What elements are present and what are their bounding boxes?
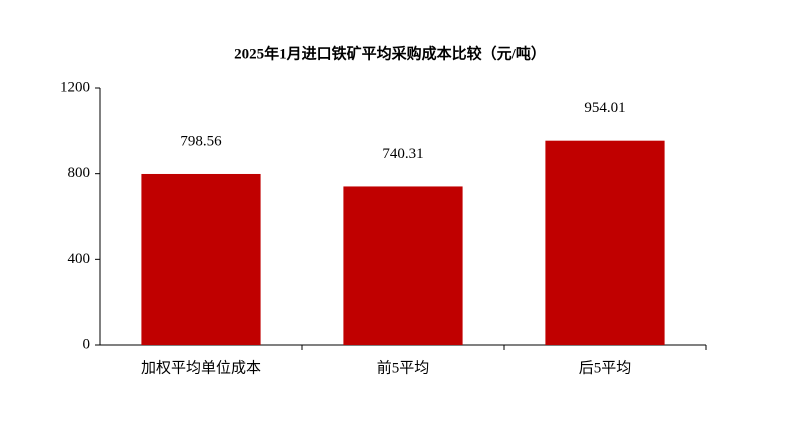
y-tick-label: 1200: [60, 79, 90, 95]
y-tick-label: 400: [68, 251, 91, 267]
bar: [141, 173, 261, 345]
y-tick-label: 800: [68, 165, 91, 181]
bar: [343, 186, 463, 345]
bar: [545, 140, 665, 345]
x-tick-label: 前5平均: [377, 359, 430, 376]
chart-title: 2025年1月进口铁矿平均采购成本比较（元/吨）: [234, 44, 546, 62]
data-label: 954.01: [584, 100, 625, 116]
data-label: 798.56: [180, 133, 222, 149]
y-tick-label: 0: [83, 336, 91, 352]
x-tick-label: 加权平均单位成本: [141, 359, 261, 376]
data-label: 740.31: [382, 146, 423, 162]
x-tick-label: 后5平均: [579, 359, 632, 376]
